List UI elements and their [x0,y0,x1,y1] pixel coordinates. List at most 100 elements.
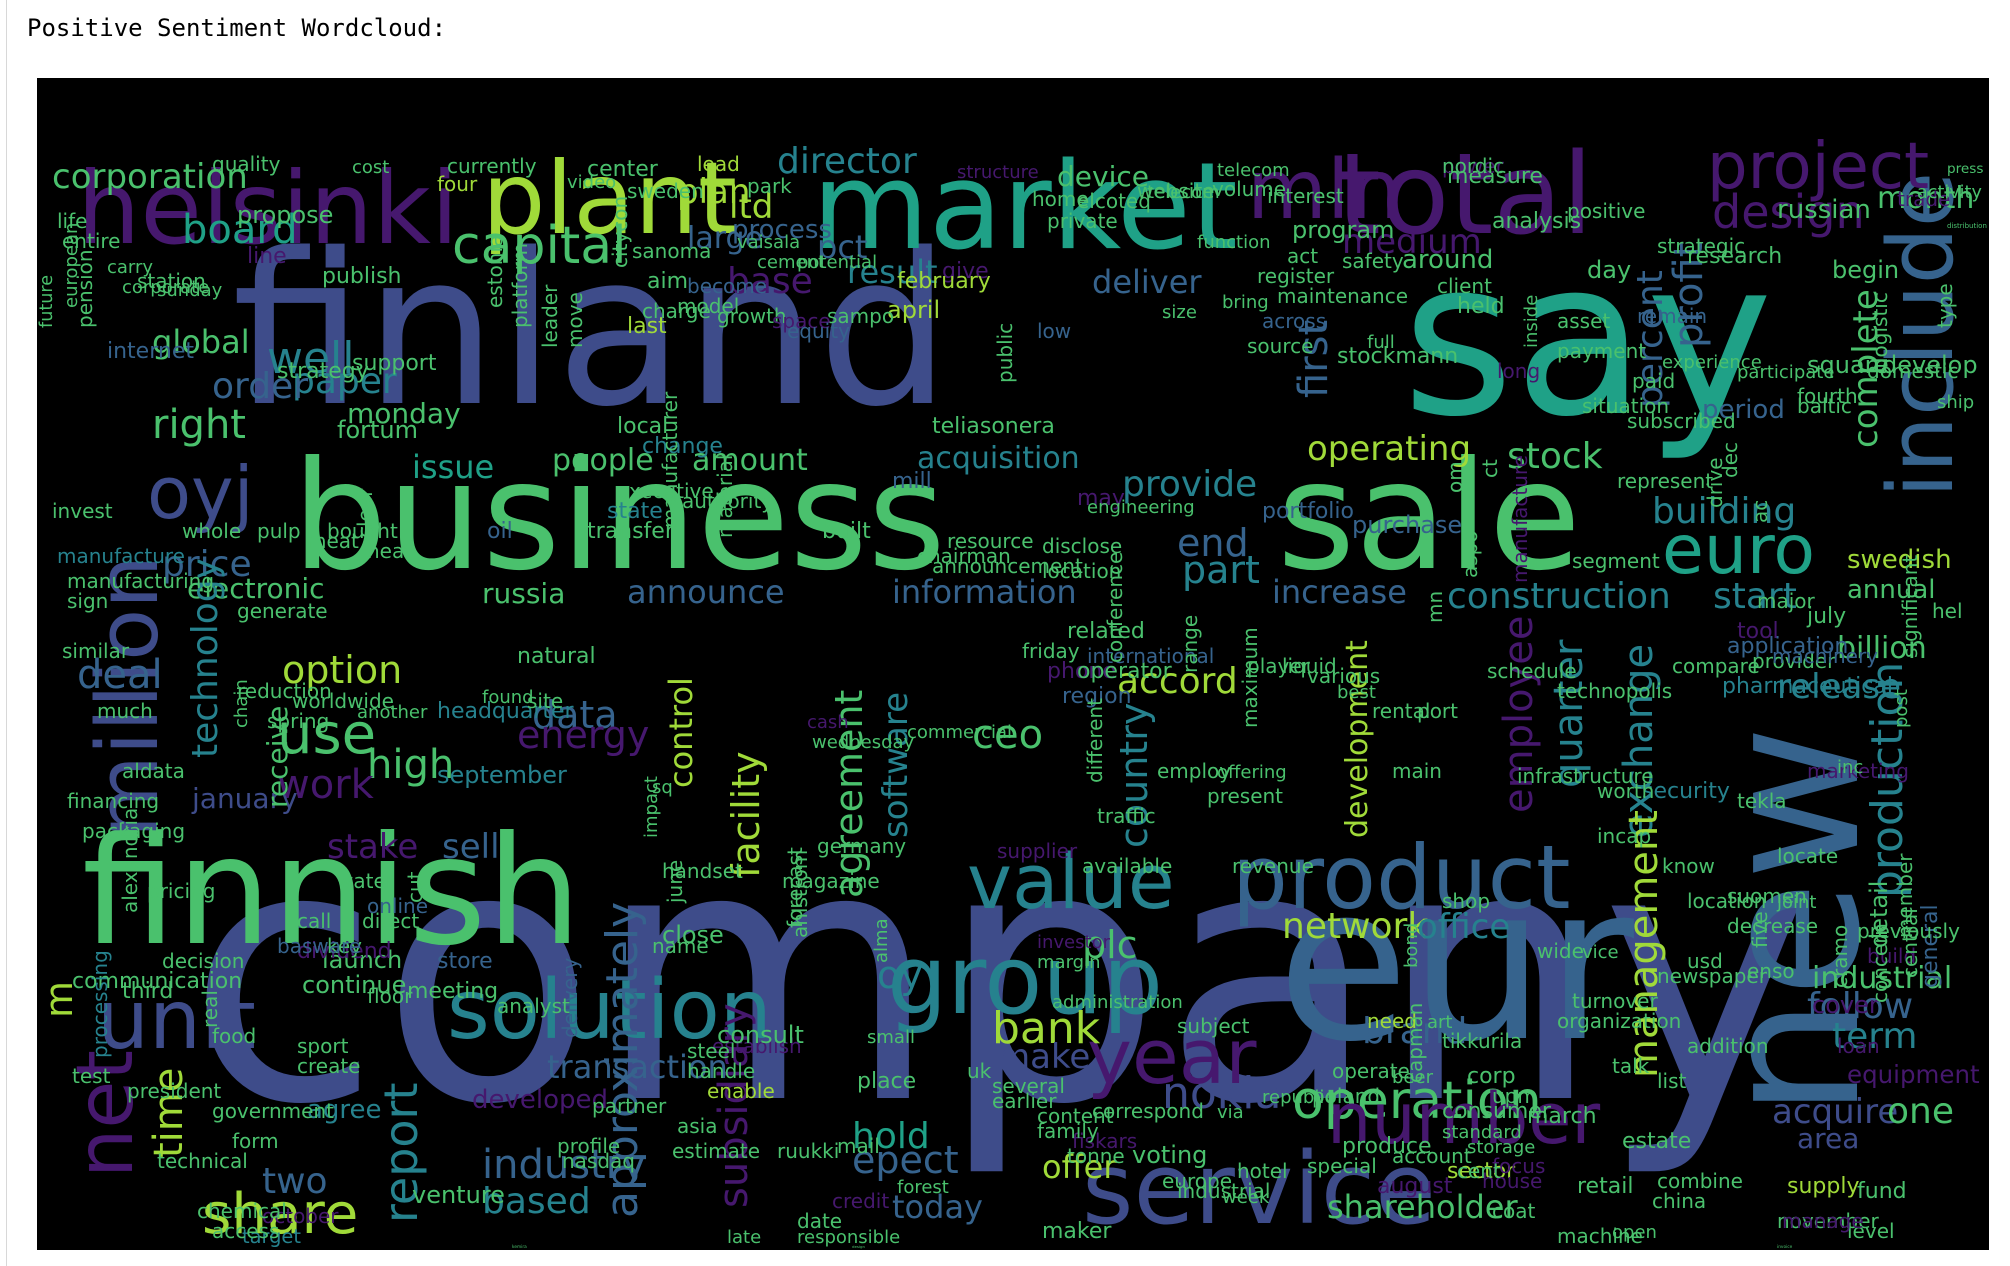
cloud-word: liquid [1282,654,1337,678]
cloud-word: call [297,909,331,933]
cloud-word: magazine [782,869,880,893]
cloud-word: russian [1777,195,1871,225]
cloud-word: concern [1868,923,1892,1003]
cloud-word: machinery [1772,644,1878,668]
cloud-word: nordic [1442,154,1504,178]
cloud-word: revenue [1232,854,1314,878]
cloud-word: phone [1047,659,1116,684]
cloud-word: sampo [827,304,894,328]
cloud-word: well [267,333,355,384]
cloud-word: follow [1807,986,1913,1027]
cloud-word: aim [647,269,688,294]
cloud-word: alma [871,918,892,963]
cloud-word: operator [1077,659,1173,684]
cloud-word: first [1291,320,1337,398]
cloud-word: size [1162,302,1197,323]
cloud-word: medium [1342,222,1482,262]
cloud-word: volume [1212,177,1286,201]
cloud-word: real [198,990,222,1028]
cloud-word: type [1933,283,1957,328]
cloud-word: aldata [122,759,185,783]
cloud-word: finnish [82,805,582,979]
cloud-word: begin [1832,256,1899,284]
cloud-word: strategy [277,359,369,384]
cloud-word: change [642,434,723,459]
cloud-word: manufacturer [658,391,682,528]
cloud-word: house [1482,1169,1542,1193]
cloud-word: correspond [1092,1099,1204,1123]
cloud-word: fiskars [1072,1129,1137,1153]
cloud-word: data [532,693,618,737]
cloud-word: supplier [997,839,1078,863]
cloud-word: management [1621,810,1667,1078]
cloud-word: communication [72,969,242,994]
cloud-word: line [247,244,287,269]
cloud-word: space [772,309,831,333]
cloud-word: provider [1752,649,1836,673]
cloud-word: manufacture [1508,455,1532,583]
cloud-word: decrease [1727,914,1818,938]
wordcloud-image: company say finland share eur new business sale… [37,78,1989,1250]
cloud-word: invoice [1777,1244,1793,1250]
cloud-word: ruukki [777,1139,839,1163]
cloud-word: sector [1447,1159,1516,1184]
cloud-word: sign [67,589,108,613]
cloud-word: industrial [1177,1179,1270,1203]
cloud-word: number [1327,1078,1600,1160]
cloud-word: brand [1362,1011,1467,1052]
cloud-word: service [1082,1132,1436,1247]
cloud-word: production [1862,662,1913,898]
cloud-word: organization [1557,1009,1681,1033]
cloud-word: annual [1847,575,1936,605]
cloud-word: earlier [992,1089,1057,1113]
cloud-word: sport [297,1034,349,1058]
cloud-word: sq [652,777,673,798]
cloud-word: estonia [483,235,507,308]
cloud-word: unit [97,973,256,1068]
cloud-word: chairman [917,544,1011,568]
cloud-word: dec [1718,442,1742,478]
cloud-word: eur [1277,838,1635,1089]
cloud-word: platform [508,243,532,328]
cloud-word: europe [1162,1169,1232,1193]
cloud-word: dividend [297,939,392,964]
cloud-word: area [1797,1122,1859,1155]
cloud-word: newspaper [1657,964,1768,988]
cloud-word: heat [367,539,412,563]
cloud-word: develop [1882,351,1978,379]
cloud-word: act [1287,244,1318,268]
cloud-word: supply [1787,1174,1859,1199]
cloud-word: function [1197,232,1271,253]
cloud-word: special [1307,1154,1377,1178]
cloud-word: ceo [972,712,1043,758]
cloud-word: lead [697,152,740,176]
cloud-word: much [97,699,153,723]
cloud-word: period [1702,395,1785,425]
cloud-word: sweden [627,179,704,203]
cloud-word: industrial [1812,961,1952,996]
cloud-word: technopolis [1557,679,1672,703]
cloud-word: helsinki [77,150,459,267]
cloud-word: asia [677,1114,718,1138]
cloud-word: elcoteq [1077,189,1151,213]
cloud-word: another [357,702,428,723]
cloud-word: maximum [1238,627,1262,728]
cloud-word: march [1527,1104,1597,1129]
cloud-word: account [1392,1144,1472,1168]
cloud-word: ac [1748,500,1772,523]
cloud-word: june [663,860,687,904]
cloud-word: segment [1572,549,1660,573]
cloud-word: move [563,292,587,348]
cloud-word: sale [1277,430,1581,604]
cloud-word: place [857,1069,916,1094]
cloud-word: research [1687,244,1782,269]
cloud-word: material [713,455,737,538]
cloud-word: enable [707,1079,775,1103]
cloud-word: form [232,1129,279,1153]
cloud-word: carry [107,257,153,278]
cloud-word: electronic [187,572,325,605]
cloud-word: chemical [197,1199,287,1223]
cloud-word: built [822,519,871,544]
cloud-word: schedule [1487,659,1577,683]
cloud-word: client [1437,274,1492,298]
